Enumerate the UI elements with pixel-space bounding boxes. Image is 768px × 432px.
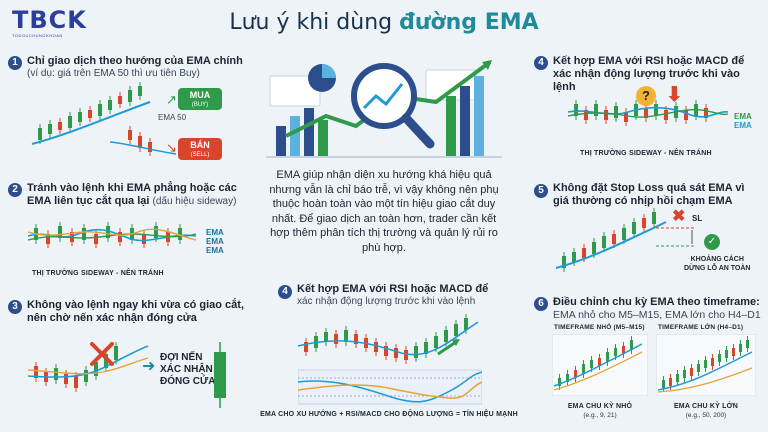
tip1-number: 1: [8, 56, 22, 70]
right-arrow-icon: ➜: [142, 358, 156, 375]
cross-icon: [90, 342, 114, 366]
center-description: EMA giúp nhận diện xu hướng khá hiệu quả…: [269, 169, 499, 254]
tip4-heading: Kết hợp EMA với RSI hoặc MACD để xác nhậ…: [553, 55, 745, 93]
tip2-heading: Tránh vào lệnh khi EMA phẳng hoặc các EM…: [27, 182, 237, 207]
down-arrow-icon: ⬇: [666, 84, 683, 106]
sl-label: SL: [692, 214, 703, 223]
tip6-number: 6: [534, 297, 548, 311]
buy-badge: MUA (BUY): [178, 88, 222, 110]
tip6-right-title: TIMEFRAME LỚN (H4–D1): [658, 324, 744, 331]
tip4-ema-labels: EMA EMA: [734, 112, 752, 130]
tip1-down-candles: [128, 126, 152, 156]
tip6-left-chart: [552, 334, 648, 396]
tip2-caption: THỊ TRƯỜNG SIDEWAY - NÊN TRÁNH: [32, 270, 164, 277]
tip2-number: 2: [8, 183, 22, 197]
tip4b-heading: Kết hợp EMA với RSI hoặc MACD để: [297, 283, 489, 295]
tip6-right-chart: [656, 334, 756, 396]
tip1-note: (ví dụ: giá trên EMA 50 thì ưu tiên Buy): [27, 68, 200, 79]
tip4b-chart: [298, 314, 482, 405]
pie-chart-icon: [308, 64, 336, 92]
sell-badge: BÁN (SELL): [178, 138, 222, 160]
tip1-candles: [38, 82, 142, 144]
tip3-chart: [28, 342, 149, 392]
tip2-chart: [28, 222, 197, 248]
tip6-left-title: TIMEFRAME NHỎ (M5–M15): [554, 324, 645, 331]
analytics-illustration: [266, 60, 502, 158]
check-icon: ✓: [704, 234, 720, 250]
page-title: Lưu ý khi dùng đường EMA: [229, 10, 539, 35]
tip1-ema-line: [31, 101, 151, 145]
tip3-wait-text: ĐỢI NẾN XÁC NHẬN ĐÓNG CỬA: [160, 352, 216, 387]
tip1-chart: [31, 82, 177, 156]
tip6-right-caption: EMA CHU KỲ LỚN (e.g., 50, 200): [673, 403, 739, 419]
tip6-left-caption: EMA CHU KỲ NHỎ (e.g., 9, 21): [567, 403, 633, 419]
logo-tagline: TODOUCHUNGKHOAN: [12, 33, 63, 38]
tip4-chart: [568, 100, 729, 126]
tip1-ema-label: EMA 50: [158, 113, 187, 122]
tip4b-caption: EMA CHO XU HƯỚNG + RSI/MACD CHO ĐỘNG LƯỢ…: [260, 411, 518, 418]
tip6-heading: Điều chỉnh chu kỳ EMA theo timeframe:: [553, 296, 760, 308]
tip4-caption: THỊ TRƯỜNG SIDEWAY - NÊN TRÁNH: [580, 150, 712, 157]
tip6-sub: EMA nhỏ cho M5–M15, EMA lớn cho H4–D1: [553, 309, 761, 321]
tip3-number: 3: [8, 300, 22, 314]
brand-logo: TBCK TODOUCHUNGKHOAN: [12, 8, 104, 38]
tip5-heading: Không đặt Stop Loss quá sát EMA vì giá t…: [553, 182, 745, 207]
tip5-number: 5: [534, 184, 548, 198]
magnifier-icon: [351, 63, 435, 149]
up-arrow-icon: ↗: [166, 92, 177, 107]
tip4-number: 4: [534, 56, 548, 70]
bar-chart-icon: [276, 76, 484, 156]
tip4b-note: xác nhận động lượng trước khi vào lệnh: [297, 296, 476, 307]
down-arrow-icon: ↘: [166, 140, 177, 155]
logo-text: TBCK: [12, 6, 87, 34]
question-icon: ?: [636, 86, 656, 106]
tip5-safe-text: KHOẢNG CÁCH DỪNG LỖ AN TOÀN: [684, 256, 751, 272]
tip4b-number: 4: [278, 285, 292, 299]
confirm-candle-icon: [214, 342, 226, 408]
tip1-heading: Chỉ giao dịch theo hướng của EMA chính: [27, 55, 243, 67]
tip3-heading: Không vào lệnh ngay khi vừa có giao cắt,…: [27, 299, 245, 324]
tip5-chart: [556, 208, 696, 272]
tip2-ema-labels: EMA EMA EMA: [206, 228, 224, 255]
cross-icon: ✖: [672, 208, 686, 225]
